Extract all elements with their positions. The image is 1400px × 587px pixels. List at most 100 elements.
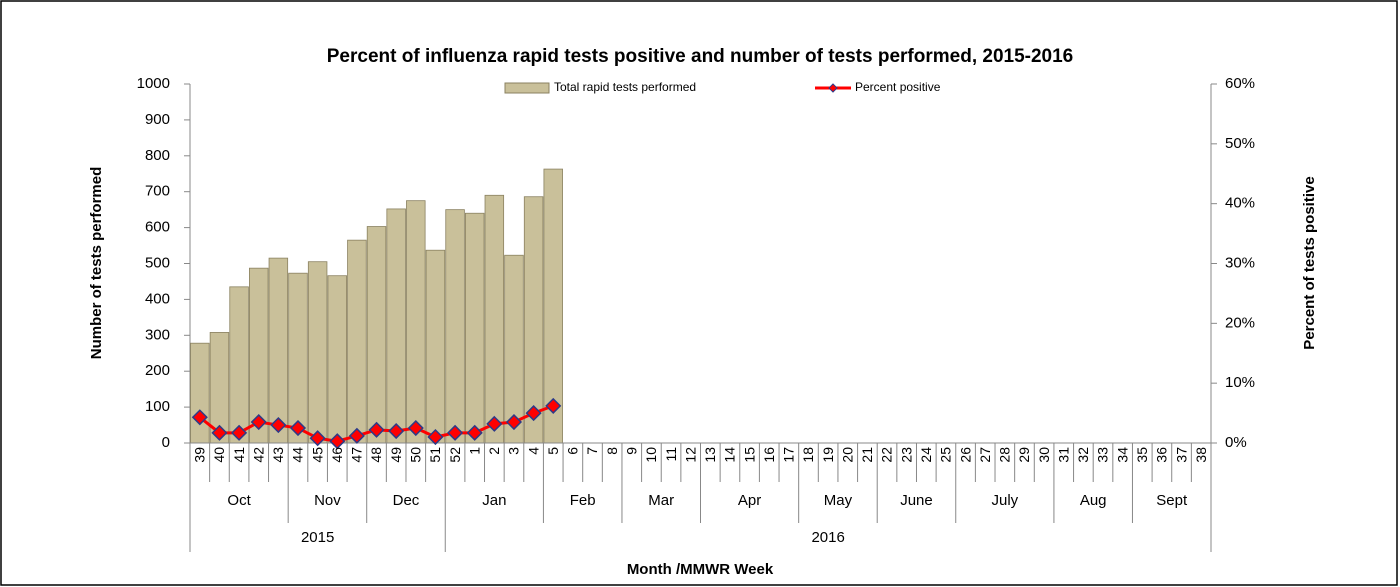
x-tick-label: 27: [977, 447, 993, 463]
x-axis-title: Month /MMWR Week: [627, 561, 774, 578]
x-tick-label: 18: [800, 447, 816, 463]
x-tick-label: 37: [1173, 447, 1189, 463]
y-tick-label: 600: [145, 219, 170, 236]
bar: [366, 226, 387, 444]
x-tick-label: 36: [1154, 447, 1170, 463]
x-tick-label: 33: [1095, 447, 1111, 463]
x-tick-label: 2: [486, 447, 502, 455]
marker: [505, 413, 523, 431]
x-tick-label: 51: [427, 447, 443, 463]
bar: [229, 286, 249, 444]
x-tick-label: 50: [408, 447, 424, 463]
marker: [309, 430, 326, 447]
month-label: Jan: [482, 492, 506, 509]
x-tick-label: 10: [643, 447, 659, 463]
month-label: Apr: [738, 492, 761, 509]
x-tick-label: 21: [859, 447, 875, 463]
x-tick-label: 16: [761, 447, 777, 463]
marker: [211, 424, 228, 441]
x-tick-label: 24: [918, 447, 934, 463]
month-label: Oct: [227, 492, 251, 509]
year-label: 2015: [301, 529, 334, 546]
bar: [445, 209, 465, 444]
x-tick-label: 7: [584, 447, 600, 455]
x-tick-label: 40: [211, 447, 227, 463]
bar: [386, 208, 406, 444]
marker: [231, 424, 248, 441]
marker: [447, 424, 464, 441]
bar: [406, 200, 426, 444]
month-label: Dec: [393, 492, 420, 509]
y2-tick-label: 60%: [1225, 75, 1255, 92]
y-tick-label: 500: [145, 254, 170, 271]
marker: [329, 433, 346, 450]
bar: [347, 239, 367, 444]
marker: [348, 427, 365, 444]
y-tick-label: 200: [145, 362, 170, 379]
x-tick-label: 17: [781, 447, 797, 463]
x-tick-label: 12: [682, 447, 698, 463]
legend-swatch: [504, 82, 550, 94]
month-label: May: [824, 492, 853, 509]
marker: [368, 421, 385, 438]
x-tick-label: 11: [663, 447, 679, 462]
legend-label: Percent positive: [855, 80, 941, 94]
bar: [190, 342, 210, 444]
y-tick-label: 300: [145, 326, 170, 343]
x-tick-label: 34: [1114, 447, 1130, 463]
month-label: Sept: [1156, 492, 1188, 509]
month-label: Aug: [1080, 492, 1107, 509]
y2-tick-label: 20%: [1225, 314, 1255, 331]
y-tick-label: 0: [162, 434, 170, 451]
marker: [250, 413, 267, 431]
y2-axis-title: Percent of tests positive: [1301, 176, 1318, 349]
bar: [288, 272, 308, 444]
marker: [486, 415, 503, 432]
marker: [388, 422, 405, 440]
x-tick-label: 22: [879, 447, 895, 463]
x-tick-label: 38: [1193, 447, 1209, 463]
x-tick-label: 39: [192, 447, 208, 463]
y2-tick-label: 50%: [1225, 135, 1255, 152]
x-tick-label: 32: [1075, 447, 1091, 463]
y-tick-label: 800: [145, 147, 170, 164]
bar: [464, 212, 485, 444]
x-tick-label: 45: [309, 447, 325, 463]
x-tick-label: 6: [565, 447, 581, 455]
x-tick-label: 3: [506, 447, 522, 455]
x-tick-label: 8: [604, 447, 620, 455]
x-tick-label: 13: [702, 447, 718, 463]
y-tick-label: 700: [145, 183, 170, 200]
x-tick-label: 48: [368, 447, 384, 463]
marker: [525, 405, 542, 422]
marker: [191, 409, 208, 426]
x-tick-label: 25: [938, 447, 954, 463]
x-tick-label: 52: [447, 447, 463, 463]
y-tick-label: 900: [145, 111, 170, 128]
month-label: June: [900, 492, 933, 509]
x-tick-label: 35: [1134, 447, 1150, 463]
year-label: 2016: [811, 529, 844, 546]
bar: [268, 257, 289, 444]
month-label: Mar: [648, 492, 674, 509]
y2-tick-label: 0%: [1225, 434, 1247, 451]
x-tick-label: 1: [466, 447, 482, 455]
y-tick-label: 1000: [137, 75, 170, 92]
x-tick-label: 30: [1036, 447, 1052, 463]
bar: [327, 275, 347, 444]
marker: [545, 397, 562, 414]
x-tick-label: 46: [329, 447, 345, 463]
x-tick-label: 15: [741, 447, 757, 463]
x-tick-label: 47: [349, 447, 365, 463]
x-tick-label: 49: [388, 447, 404, 463]
marker: [270, 416, 287, 434]
marker: [289, 419, 307, 437]
month-label: Nov: [314, 492, 341, 509]
chart-title: Percent of influenza rapid tests positiv…: [327, 46, 1073, 67]
x-tick-label: 5: [545, 447, 561, 455]
x-tick-label: 31: [1055, 447, 1071, 463]
marker: [466, 424, 483, 441]
x-tick-label: 23: [898, 447, 914, 463]
x-tick-label: 28: [997, 447, 1013, 463]
